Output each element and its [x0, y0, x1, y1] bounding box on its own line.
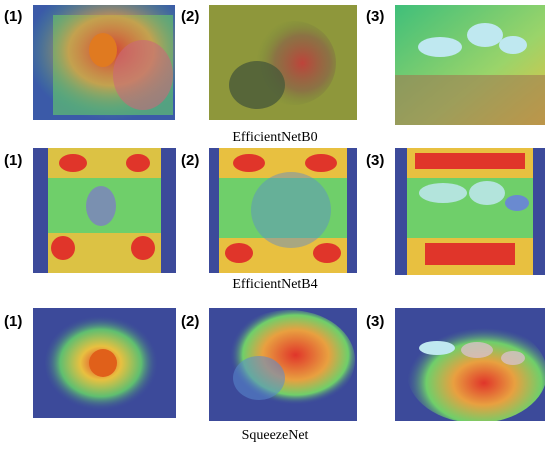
panel-label-row2-1: (1) — [4, 152, 23, 169]
heatmap-image-efficientnetb4-3 — [395, 148, 545, 275]
heatmap-image-efficientnetb4-1 — [33, 148, 176, 273]
heatmap-image-squeezenet-3 — [395, 308, 545, 421]
heatmap-image-squeezenet-1 — [33, 308, 176, 418]
caption-efficientnetb0: EfficientNetB0 — [232, 130, 318, 145]
caption-squeezenet: SqueezeNet — [241, 428, 309, 443]
panel-label-row2-3: (3) — [366, 152, 385, 169]
panel-label-row2-2: (2) — [181, 152, 200, 169]
heatmap-image-efficientnetb0-1 — [33, 5, 175, 120]
panel-label-row3-3: (3) — [366, 313, 385, 330]
panel-label-row1-3: (3) — [366, 8, 385, 25]
panel-label-row3-2: (2) — [181, 313, 200, 330]
heatmap-image-efficientnetb4-2 — [209, 148, 357, 273]
caption-efficientnetb4: EfficientNetB4 — [232, 277, 318, 292]
heatmap-image-efficientnetb0-2 — [209, 5, 357, 120]
heatmap-image-squeezenet-2 — [209, 308, 357, 421]
heatmap-image-efficientnetb0-3 — [395, 5, 545, 125]
panel-label-row3-1: (1) — [4, 313, 23, 330]
panel-label-row1-2: (2) — [181, 8, 200, 25]
panel-label-row1-1: (1) — [4, 8, 23, 25]
